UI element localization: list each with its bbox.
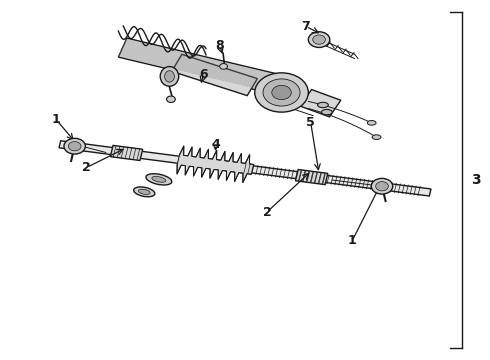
Circle shape	[167, 96, 175, 103]
Circle shape	[371, 178, 392, 194]
Text: 1: 1	[51, 113, 60, 126]
Ellipse shape	[138, 189, 150, 194]
Circle shape	[308, 32, 330, 48]
Text: 6: 6	[199, 68, 208, 81]
Circle shape	[220, 64, 227, 69]
Text: 2: 2	[263, 206, 271, 219]
Ellipse shape	[134, 187, 155, 197]
Polygon shape	[177, 146, 254, 183]
Circle shape	[64, 138, 85, 154]
Ellipse shape	[152, 176, 166, 182]
Ellipse shape	[318, 102, 328, 108]
Circle shape	[313, 35, 325, 44]
Polygon shape	[59, 141, 431, 196]
Ellipse shape	[372, 135, 381, 139]
Polygon shape	[172, 54, 257, 96]
Ellipse shape	[146, 174, 172, 185]
Ellipse shape	[321, 109, 332, 115]
Text: 3: 3	[471, 173, 481, 187]
Circle shape	[68, 141, 81, 151]
Text: 1: 1	[348, 234, 357, 247]
Text: 8: 8	[215, 39, 224, 52]
Ellipse shape	[368, 121, 376, 125]
Circle shape	[263, 79, 300, 106]
Text: 2: 2	[82, 161, 91, 174]
Polygon shape	[110, 145, 143, 161]
Circle shape	[255, 73, 308, 112]
Ellipse shape	[160, 67, 179, 86]
Polygon shape	[300, 90, 341, 117]
Ellipse shape	[165, 71, 174, 82]
Text: 7: 7	[301, 20, 310, 33]
Circle shape	[376, 181, 389, 191]
Polygon shape	[295, 170, 328, 185]
Circle shape	[272, 85, 291, 100]
Polygon shape	[119, 38, 294, 97]
Text: 4: 4	[211, 138, 220, 151]
Text: 5: 5	[306, 116, 315, 129]
